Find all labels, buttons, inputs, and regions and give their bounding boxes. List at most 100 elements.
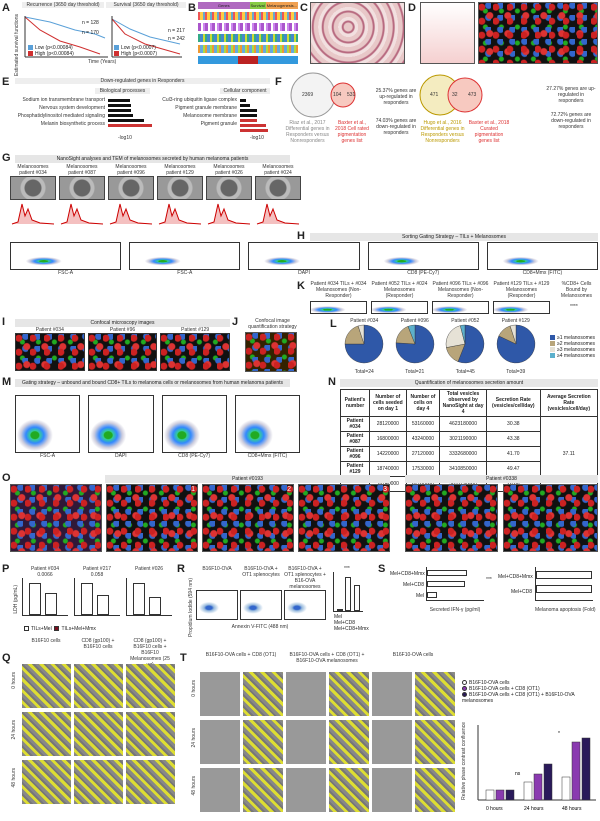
o-patient2-image	[405, 484, 498, 552]
ldh-pval: 0.0066	[37, 572, 53, 578]
incucyte-image	[286, 720, 326, 764]
annexin-title: B16F10-OVA + OT1 splenocytes + B16-OVA m…	[284, 566, 326, 590]
legend-item: B16F10-OVA cells	[462, 680, 598, 686]
multiplex-image	[478, 2, 598, 64]
table-cell: 30.38	[485, 416, 541, 432]
flow-density	[310, 301, 367, 314]
panel-label-h: H	[297, 230, 305, 242]
grid-col-title: B16F10 cells	[31, 638, 61, 644]
tem-patient-title: Melanosomes patient #096	[115, 164, 147, 176]
tem-patient-title: Melanosomes patient #034	[17, 164, 49, 176]
venn2-left-caption: Hugo et al., 2016 Differential genes in …	[420, 120, 465, 144]
cc-term: Pigment granule membrane	[175, 105, 237, 111]
o-overview-image	[10, 484, 102, 552]
cc-term: Melanosome membrane	[183, 113, 237, 119]
confluence-bar	[571, 741, 581, 801]
flow-axis: FSC-A	[40, 453, 56, 459]
panel-label-q: Q	[2, 652, 11, 664]
m-flow-plot: DAPI	[88, 395, 154, 465]
incucyte-image	[74, 712, 123, 756]
panel-label-r: R	[177, 563, 185, 575]
incucyte-image	[200, 672, 240, 716]
r-cat: Mel	[334, 614, 343, 620]
confocal-title: Patient #034	[35, 327, 64, 333]
table-cell: 28120000	[368, 416, 407, 432]
table-cell: Patient #087	[340, 431, 370, 447]
pie-legend: ≥1 melanosomes ≥2 melanosomes ≥3 melanosom…	[550, 335, 595, 359]
pie	[496, 324, 535, 364]
k-flow-row: Patient #034 TILs + #034 Melanosomes (No…	[310, 281, 550, 315]
x-tick: 24 hours	[524, 806, 544, 812]
legend-swatch	[550, 347, 555, 353]
cc-bar	[240, 109, 257, 112]
table-cell: Patient #096	[340, 446, 370, 462]
panel-label-p: P	[2, 563, 10, 575]
confocal-image	[160, 333, 231, 371]
pie-total: Total=21	[405, 369, 425, 375]
flow-density	[88, 395, 154, 453]
table-header: Patient's number	[340, 389, 370, 417]
km-xlabel: Time (Years)	[88, 59, 117, 65]
inset-number: 3	[383, 486, 387, 493]
grid-row-label: 0 hours	[191, 680, 197, 697]
ldh-chart: Patient #034 0.0066	[22, 566, 68, 622]
grid-row-label: 0 hours	[11, 672, 17, 689]
r-ylabel: Propidium Iodide (594 nm)	[188, 578, 194, 637]
k-flow-plot: Patient #052 TILs + #024 Melanosomes (Re…	[371, 281, 428, 315]
g-title: NanoSight analyses and TEM of melanosome…	[15, 155, 290, 163]
incucyte-image	[372, 720, 412, 764]
incucyte-image	[329, 720, 369, 764]
pie-slice	[460, 324, 466, 345]
density-plot	[420, 2, 475, 64]
h-title: Sorting Gating Strategy – TILs + Melanos…	[310, 233, 598, 241]
pie	[446, 324, 485, 364]
legend-marker	[462, 686, 467, 692]
h-flow-plot: FSC-A	[10, 242, 122, 278]
pie-total: Total=45	[455, 369, 475, 375]
pie-total: Total=24	[354, 369, 374, 375]
incucyte-image	[74, 760, 123, 804]
pie-slice	[345, 324, 384, 364]
pie-chart: Patient #096 Total=21	[391, 318, 440, 375]
s-cat: Mel+CD8+Mmx	[390, 571, 425, 577]
confocal-title: Patient #129	[181, 327, 210, 333]
o-left-title: Patient #0193	[105, 475, 390, 483]
km-high-right	[111, 18, 181, 55]
t-annotation: ns	[515, 771, 521, 777]
annexin-plot: B16F10-OVA + OT1 splenocytes + B16-OVA m…	[284, 566, 326, 622]
incucyte-image	[22, 760, 71, 804]
confocal-image	[87, 333, 158, 371]
heatmap: Genes Survival Melanogenesis...	[198, 2, 298, 64]
panel-label-n: N	[328, 376, 336, 388]
h-flow-plot: DAPI	[248, 242, 360, 278]
panel-label-c: C	[300, 2, 308, 14]
legend-swatch	[550, 353, 555, 359]
t-incucyte-grid: B16F10-OVA cells + CD8 (OT1) B16F10-OVA c…	[190, 652, 460, 820]
legend-label: ≥1 melanosomes	[557, 335, 596, 341]
tem-image	[255, 176, 301, 200]
x-tick: 48 hours	[562, 806, 582, 812]
panel-label-b: B	[188, 2, 196, 14]
legend-label: ≥3 melanosomes	[557, 347, 596, 353]
ldh-title: Patient #217	[82, 566, 112, 572]
table-cell: 16800000	[368, 431, 407, 447]
panel-label-k: K	[297, 280, 305, 292]
ldh-legend: TILs+Mel TILs+Mel+Mmx	[24, 626, 96, 632]
r-categories: Mel Mel+CD8 Mel+CD8+Mmx	[334, 614, 369, 632]
k-flow-plot: Patient #129 TILs + #129 Melanosomes (Re…	[493, 281, 550, 315]
bar-ctrl	[133, 583, 145, 615]
incucyte-image	[243, 672, 283, 716]
table-header: Average Secretion Rate (vesicles/cell/da…	[539, 389, 599, 417]
incucyte-image	[22, 664, 71, 708]
o-patient2-zoom	[503, 484, 598, 552]
o-inset-1: 1	[106, 484, 198, 552]
pie-chart: Patient #052 Total=45	[441, 318, 490, 375]
legend-label: B16F10-OVA cells + CD8 (OT1)	[469, 686, 540, 692]
pie-title: Patient #034	[350, 318, 379, 324]
axis-label: -log10	[118, 135, 132, 141]
m-flow-plot: CD8 (PE-Cy7)	[161, 395, 227, 465]
pie-title: Patient #052	[451, 318, 480, 324]
annexin-title: B16F10-OVA + OT1 splenocytes	[242, 566, 280, 578]
k-plot-title: Patient #034 TILs + #034 Melanosomes (No…	[310, 281, 367, 299]
legend-marker	[462, 692, 467, 698]
